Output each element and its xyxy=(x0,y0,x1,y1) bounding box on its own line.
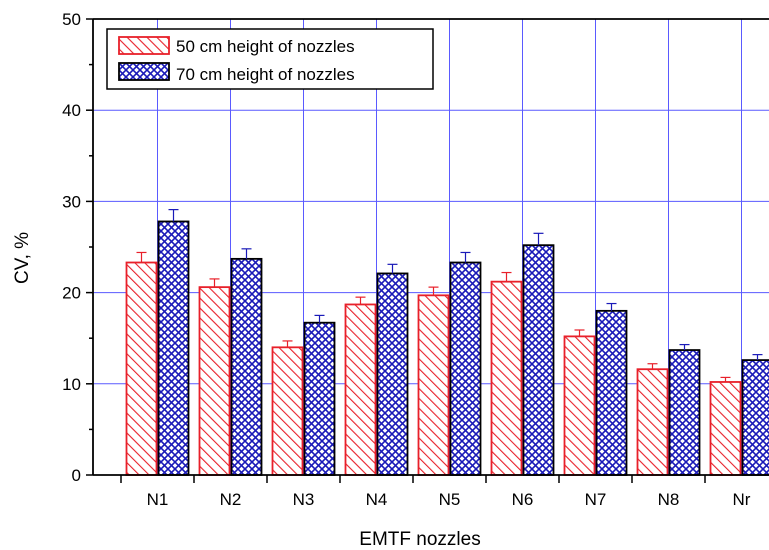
bar-50cm-N6 xyxy=(490,280,523,476)
y-tick-label: 20 xyxy=(62,284,81,303)
legend-label-70cm: 70 cm height of nozzles xyxy=(176,65,355,84)
y-tick-label: 30 xyxy=(62,192,81,211)
bar-50cm-N1 xyxy=(125,261,158,476)
bar-50cm-N3 xyxy=(271,346,304,476)
legend-swatch-70cm xyxy=(118,62,170,81)
bar-50cm-N4 xyxy=(344,303,377,476)
bar-70cm-N8 xyxy=(668,349,701,476)
y-tick-label: 50 xyxy=(62,10,81,29)
x-tick-label-N6: N6 xyxy=(512,490,534,509)
axes: 0 10 20 30 40 50 N1 N2 N3 N4 N5 N6 N7 N8 Nr xyxy=(62,10,769,509)
x-tick-label-N3: N3 xyxy=(293,490,315,509)
y-tick-label: 0 xyxy=(72,466,81,485)
x-tick-label-N8: N8 xyxy=(658,490,680,509)
bar-50cm-N7 xyxy=(563,335,596,476)
x-tick-label-Nr: Nr xyxy=(733,490,751,509)
legend-swatch-50cm xyxy=(118,36,170,55)
bar-50cm-N5 xyxy=(417,294,450,476)
bar-70cm-N1 xyxy=(157,220,190,476)
bar-70cm-N6 xyxy=(522,244,555,476)
legend-label-50cm: 50 cm height of nozzles xyxy=(176,37,355,56)
bar-50cm-Nr xyxy=(709,381,742,476)
x-tick-label-N5: N5 xyxy=(439,490,461,509)
x-axis-title: EMTF nozzles xyxy=(359,529,480,550)
y-tick-label: 40 xyxy=(62,101,81,120)
bar-70cm-N3 xyxy=(303,321,336,476)
x-tick-label-N1: N1 xyxy=(147,490,169,509)
bars xyxy=(125,209,769,476)
bar-70cm-N4 xyxy=(376,272,409,476)
x-tick-label-N2: N2 xyxy=(220,490,242,509)
bar-70cm-Nr xyxy=(741,359,769,476)
bar-50cm-N2 xyxy=(198,286,231,476)
legend: 50 cm height of nozzles 70 cm height of … xyxy=(106,28,434,90)
y-tick-label: 10 xyxy=(62,375,81,394)
x-tick-label-N7: N7 xyxy=(585,490,607,509)
bar-70cm-N5 xyxy=(449,261,482,476)
x-tick-label-N4: N4 xyxy=(366,490,388,509)
bar-70cm-N2 xyxy=(230,257,263,476)
y-axis-title: CV, % xyxy=(12,232,33,284)
bar-70cm-N7 xyxy=(595,309,628,476)
bar-50cm-N8 xyxy=(636,368,669,476)
